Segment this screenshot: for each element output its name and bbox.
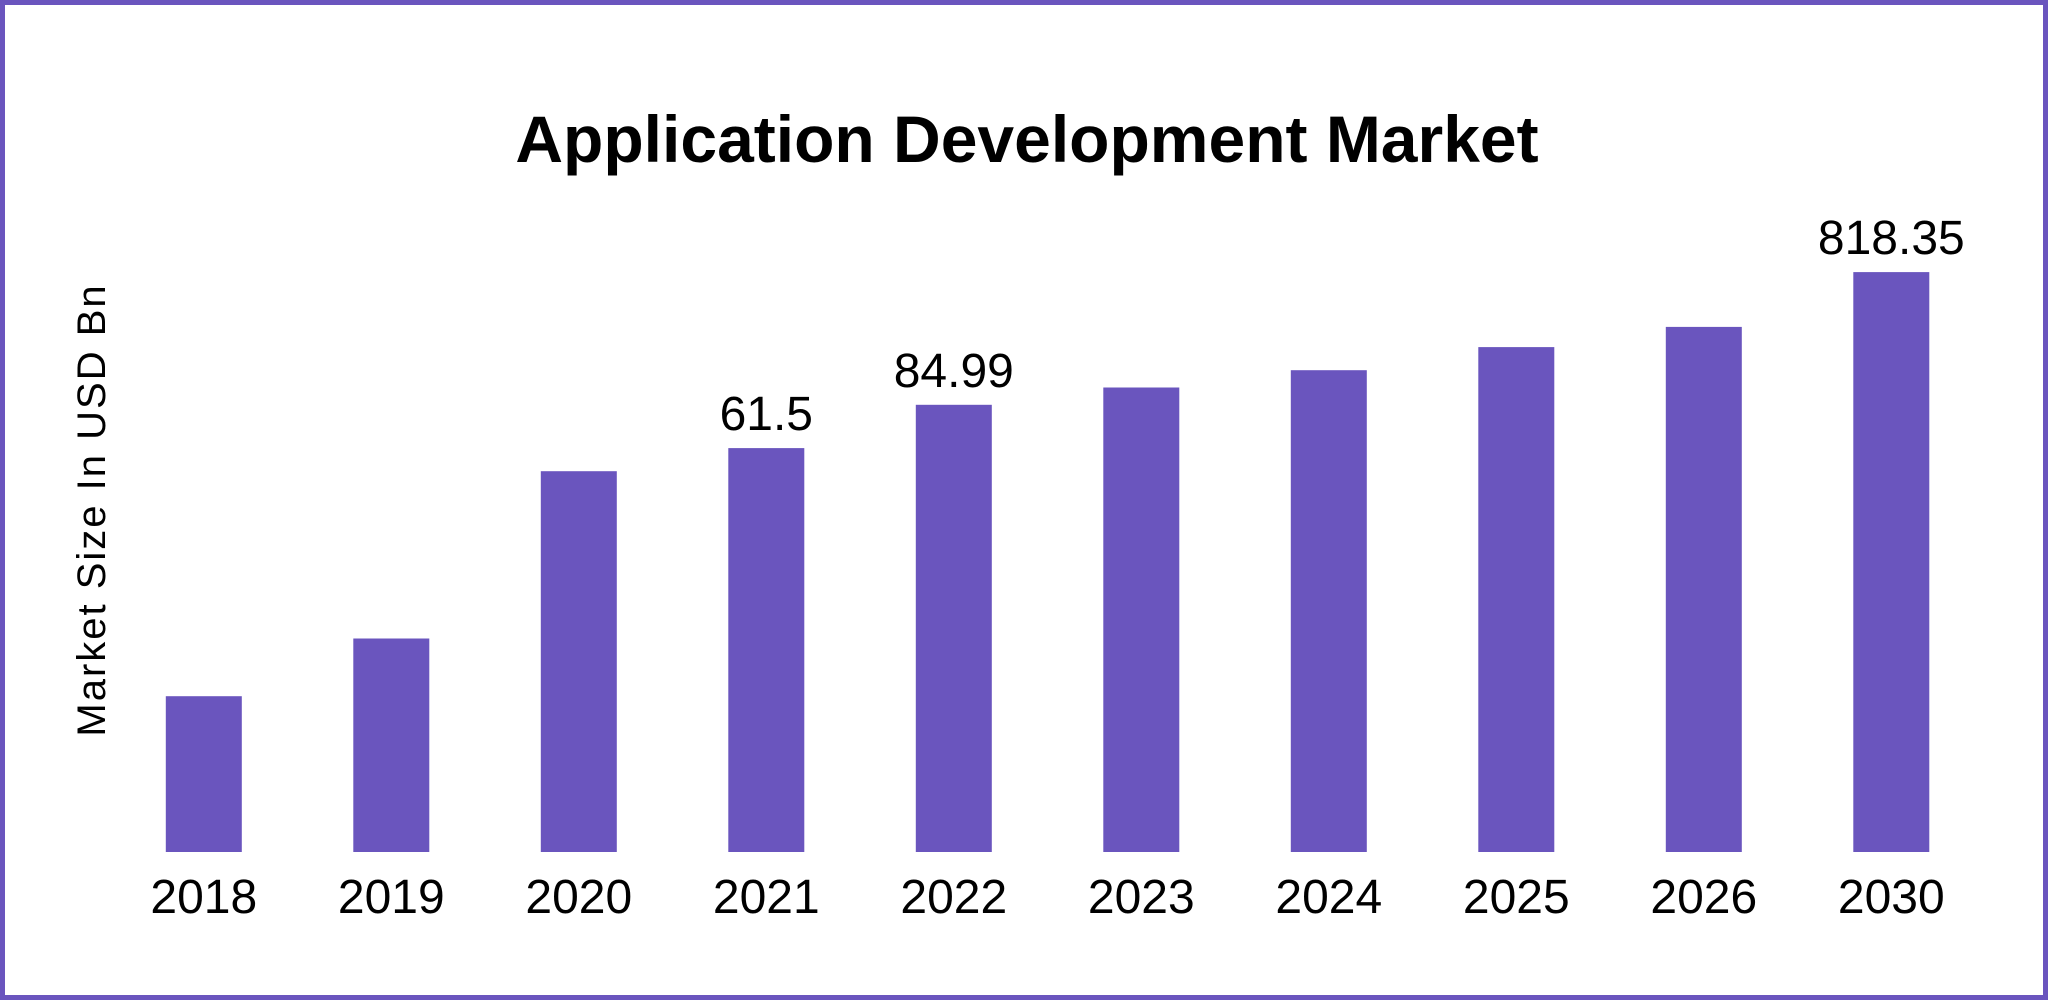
bar-2020 <box>540 471 617 852</box>
y-axis-label: Market Size In USD Bn <box>70 283 114 736</box>
bar-2025 <box>1478 347 1555 852</box>
x-tick-label-2021: 2021 <box>713 871 820 924</box>
bar-2026 <box>1665 326 1742 852</box>
x-tick-label-2022: 2022 <box>900 871 1007 924</box>
bar-2019 <box>353 638 430 852</box>
x-tick-label-2019: 2019 <box>338 871 445 924</box>
x-tick-label-2018: 2018 <box>150 871 257 924</box>
bar-2021 <box>728 448 805 852</box>
x-axis-ticks: 2018 2019 2020 2021 2022 2023 2024 2025 2026 2030 <box>150 871 1944 924</box>
x-tick-label-2020: 2020 <box>525 871 632 924</box>
x-tick-label-2023: 2023 <box>1088 871 1195 924</box>
data-label-2021: 61.5 <box>720 388 813 441</box>
data-label-2030: 818.35 <box>1818 212 1965 265</box>
x-tick-label-2026: 2026 <box>1650 871 1757 924</box>
bar-2022 <box>915 404 992 852</box>
data-labels: 61.5 84.99 818.35 <box>720 212 1965 441</box>
x-tick-label-2024: 2024 <box>1275 871 1382 924</box>
bar-2030 <box>1853 272 1930 853</box>
bar-chart: Application Development Market Market Si… <box>70 102 1965 924</box>
x-tick-label-2030: 2030 <box>1838 871 1945 924</box>
bar-2023 <box>1103 387 1180 852</box>
bar-2018 <box>165 696 242 852</box>
data-label-2022: 84.99 <box>894 345 1014 398</box>
x-tick-label-2025: 2025 <box>1463 871 1570 924</box>
bar-2024 <box>1290 370 1367 852</box>
bars-group <box>165 272 1930 853</box>
chart-title: Application Development Market <box>515 102 1538 176</box>
